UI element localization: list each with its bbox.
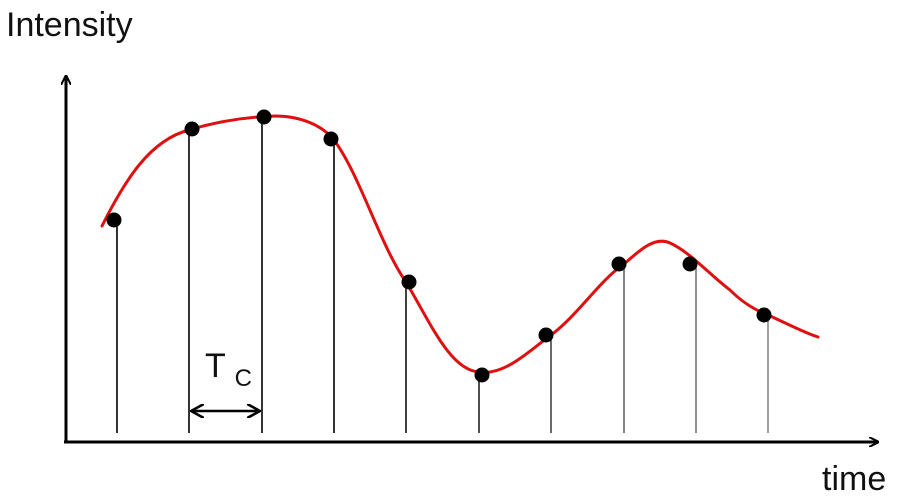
sample-point [401, 274, 417, 290]
sample-point [256, 109, 272, 125]
sampling-interval-label: T C [205, 347, 252, 392]
sample-point [756, 307, 772, 323]
sample-points [106, 109, 772, 383]
sample-point [106, 212, 122, 228]
sample-point [538, 327, 554, 343]
sample-point [682, 256, 698, 272]
y-axis-label: Intensity [6, 6, 133, 44]
x-axis-label: time [822, 460, 886, 498]
sampling-interval-main: T [205, 347, 225, 385]
signal-curve [100, 114, 820, 374]
sampling-interval-sub: C [235, 365, 252, 392]
sample-point [474, 367, 490, 383]
sample-point [184, 121, 200, 137]
sample-point [323, 131, 339, 147]
sample-point [611, 256, 627, 272]
sample-stems [116, 117, 769, 433]
